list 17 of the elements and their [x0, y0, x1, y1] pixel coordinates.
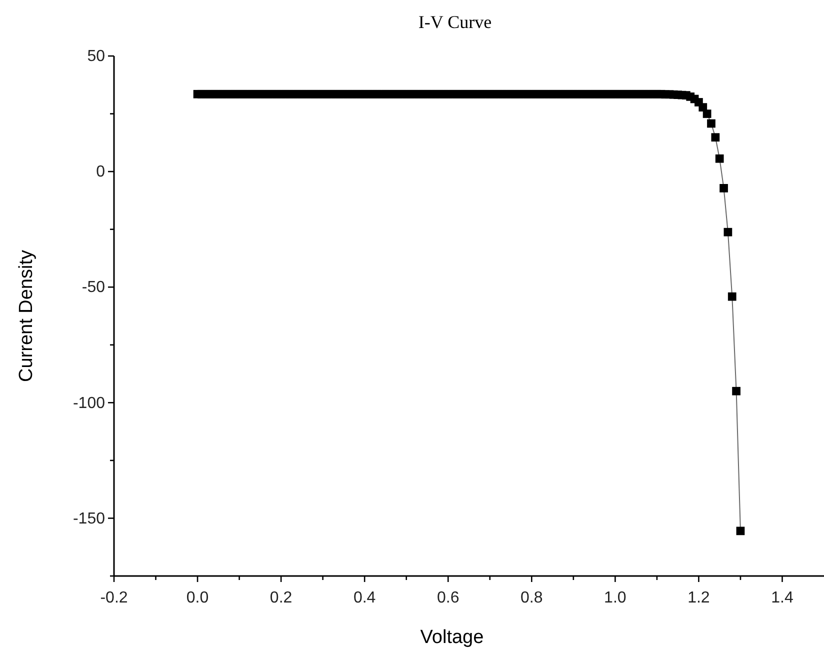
x-tick-label: 0.8	[520, 590, 543, 607]
x-tick-label: 1.4	[771, 590, 794, 607]
y-axis-title: Current Density	[16, 250, 37, 382]
x-tick-label: 0.6	[436, 590, 460, 607]
x-tick-label: -0.2	[100, 590, 128, 607]
y-tick-label: -150	[72, 510, 106, 528]
x-tick-label: 0.4	[353, 590, 376, 607]
chart-title: I-V Curve	[418, 12, 492, 32]
x-tick-label: 0.2	[270, 590, 292, 607]
y-tick-label: -100	[72, 394, 106, 412]
y-tick-label: 50	[87, 48, 106, 66]
y-tick-label: -50	[82, 279, 106, 296]
x-tick-label: 1.0	[604, 590, 626, 607]
y-tick-label: 0	[96, 164, 106, 181]
x-axis-title: Voltage	[420, 627, 484, 648]
x-tick-label: 0.0	[186, 590, 209, 607]
x-tick-label: 1.2	[688, 590, 710, 607]
